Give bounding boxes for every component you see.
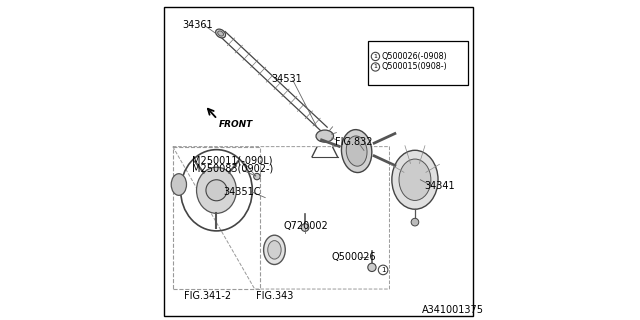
Text: 1: 1 xyxy=(374,64,378,69)
Ellipse shape xyxy=(342,130,372,172)
Ellipse shape xyxy=(399,159,431,200)
Text: 34351C: 34351C xyxy=(223,187,260,197)
Text: M250011(-090L): M250011(-090L) xyxy=(192,155,273,165)
Ellipse shape xyxy=(172,174,186,196)
Ellipse shape xyxy=(264,235,285,265)
Ellipse shape xyxy=(218,31,223,36)
Text: A341001375: A341001375 xyxy=(422,305,484,316)
Circle shape xyxy=(301,224,309,231)
FancyBboxPatch shape xyxy=(164,7,473,316)
Text: Q720002: Q720002 xyxy=(284,221,328,231)
Circle shape xyxy=(411,218,419,226)
Text: FIG.341-2: FIG.341-2 xyxy=(184,292,232,301)
Circle shape xyxy=(206,180,227,201)
FancyBboxPatch shape xyxy=(368,41,468,85)
Ellipse shape xyxy=(196,167,236,213)
Text: 1: 1 xyxy=(381,267,385,273)
Text: 34341: 34341 xyxy=(424,181,455,191)
Text: M250083(0902-): M250083(0902-) xyxy=(192,164,273,174)
Text: FRONT: FRONT xyxy=(219,121,253,130)
Circle shape xyxy=(253,173,260,180)
Text: 34531: 34531 xyxy=(271,74,302,84)
Circle shape xyxy=(368,263,376,271)
Text: 1: 1 xyxy=(374,54,378,59)
Ellipse shape xyxy=(216,29,225,38)
Ellipse shape xyxy=(346,136,367,166)
Text: 34361: 34361 xyxy=(182,20,212,29)
Text: Q500026: Q500026 xyxy=(331,252,376,262)
Text: FIG.832: FIG.832 xyxy=(335,138,372,148)
Text: Q500015(0908-): Q500015(0908-) xyxy=(381,62,447,71)
Ellipse shape xyxy=(316,130,333,142)
Ellipse shape xyxy=(268,241,281,259)
Ellipse shape xyxy=(392,150,438,209)
Text: FIG.343: FIG.343 xyxy=(256,292,294,301)
Text: Q500026(-0908): Q500026(-0908) xyxy=(381,52,447,61)
